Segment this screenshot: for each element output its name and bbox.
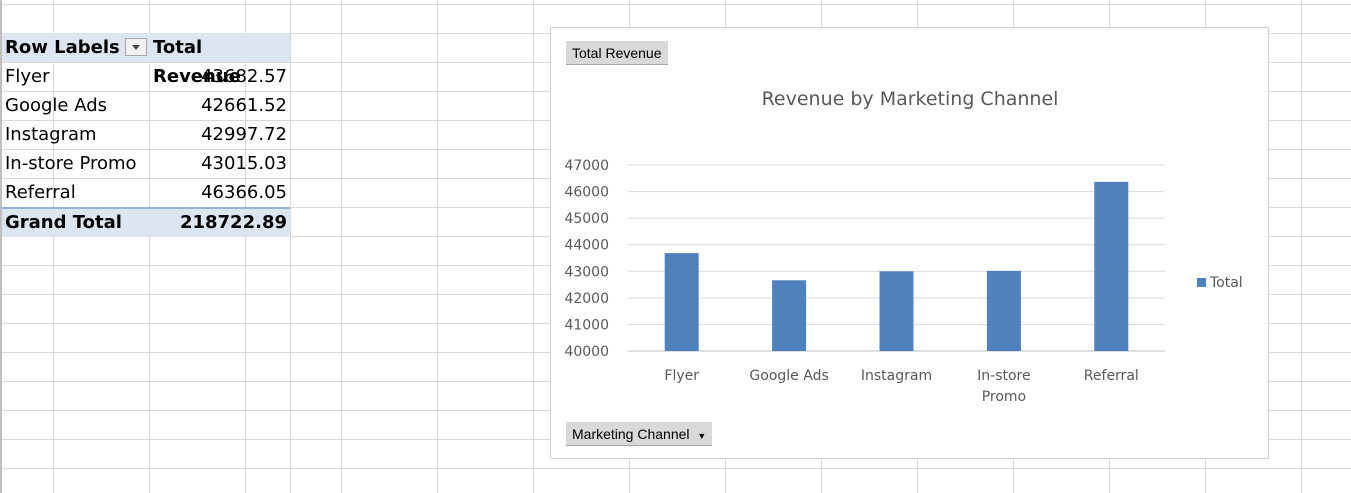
sheet-left-border: [0, 0, 2, 493]
pivot-chart[interactable]: Total Revenue Revenue by Marketing Chann…: [550, 27, 1269, 459]
axis-field-button-label: Marketing Channel: [572, 426, 690, 442]
y-tick-label: 42000: [564, 291, 609, 307]
bar-flyer[interactable]: [664, 253, 699, 351]
pivot-row-label: In-store Promo: [5, 153, 137, 174]
pivot-row[interactable]: In-store Promo 43015.03: [2, 149, 290, 178]
pivot-header-row: Row Labels Total Revenue: [2, 33, 290, 87]
y-tick-label: 43000: [564, 264, 609, 280]
y-tick-label: 40000: [564, 344, 609, 360]
grand-total-value: 218722.89: [179, 212, 287, 233]
grand-total-label: Grand Total: [5, 212, 122, 233]
pivot-row-value: 42997.72: [201, 124, 287, 145]
y-tick-label: 44000: [564, 238, 609, 254]
pivot-row[interactable]: Instagram 42997.72: [2, 120, 290, 149]
pivot-row-label: Instagram: [5, 124, 97, 145]
pivot-row[interactable]: Flyer 43682.57: [2, 62, 290, 91]
bar-instagram[interactable]: [879, 271, 914, 351]
bar-in-store-promo[interactable]: [986, 270, 1021, 351]
pivot-row-value: 42661.52: [201, 95, 287, 116]
pivot-row[interactable]: Referral 46366.05: [2, 178, 290, 207]
pivot-row-value: 46366.05: [201, 182, 287, 203]
bar-google-ads[interactable]: [772, 280, 807, 351]
legend-swatch: [1197, 278, 1206, 287]
bar-referral[interactable]: [1094, 181, 1129, 351]
pivot-row-label: Google Ads: [5, 95, 107, 116]
pivot-row-value: 43682.57: [201, 66, 287, 87]
y-tick-label: 46000: [564, 185, 609, 201]
legend-entry-total: Total: [1209, 275, 1243, 291]
x-tick-label: In-store Promo: [977, 368, 1030, 405]
x-tick-label: Referral: [1084, 368, 1139, 384]
pivot-row-value: 43015.03: [201, 153, 287, 174]
pivot-row-label: Referral: [5, 182, 76, 203]
pivot-table[interactable]: Row Labels Total Revenue Flyer 43682.57 …: [2, 33, 290, 237]
pivot-row[interactable]: Google Ads 42661.52: [2, 91, 290, 120]
y-tick-label: 41000: [564, 317, 609, 333]
chart-plot: Revenue by Marketing Channel 40000 41000 4…: [564, 88, 1243, 405]
row-labels-filter-dropdown[interactable]: [125, 38, 147, 56]
y-tick-label: 47000: [564, 158, 609, 174]
chevron-down-icon: ▼: [697, 431, 707, 441]
chart-title: Revenue by Marketing Channel: [762, 88, 1059, 110]
x-tick-label: Google Ads: [749, 368, 828, 384]
value-field-button[interactable]: Total Revenue: [566, 41, 668, 65]
pivot-row-label: Flyer: [5, 66, 50, 87]
x-tick-label: Instagram: [861, 368, 932, 384]
column-divider: [290, 0, 291, 493]
y-tick-label: 45000: [564, 211, 609, 227]
pivot-grand-total-row[interactable]: Grand Total 218722.89: [2, 207, 290, 237]
x-tick-label: Flyer: [664, 368, 699, 384]
axis-field-button[interactable]: Marketing Channel ▼: [566, 422, 713, 446]
total-revenue-header: Total Revenue: [153, 37, 241, 87]
row-labels-header: Row Labels: [5, 37, 120, 58]
